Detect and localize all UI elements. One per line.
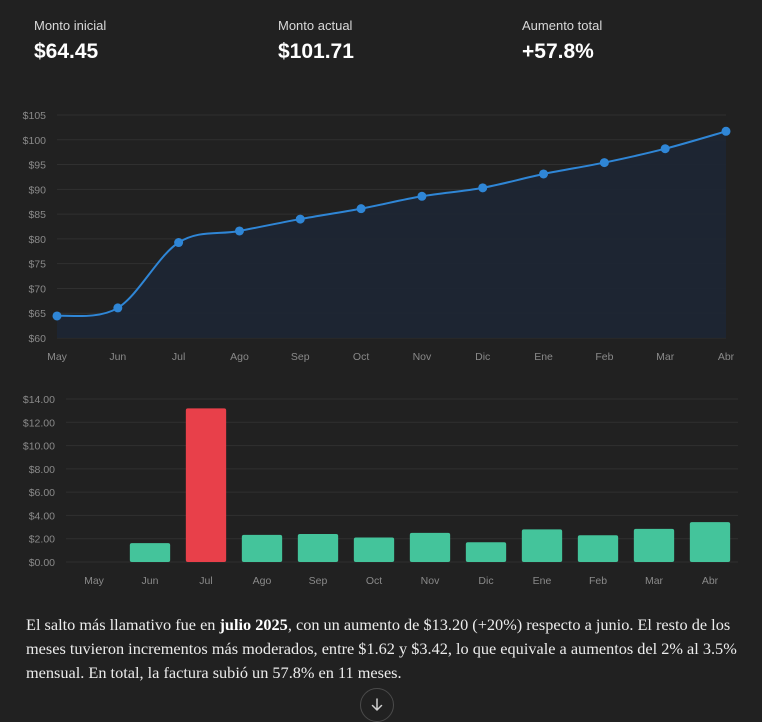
line-point (113, 303, 123, 313)
line-xtick-label: Jul (172, 351, 185, 363)
line-point (599, 158, 609, 168)
bar-ytick-label: $12.00 (23, 417, 55, 429)
line-xtick-label: Mar (656, 351, 675, 363)
line-xtick-label: Nov (413, 351, 432, 363)
line-ytick-label: $100 (23, 135, 47, 147)
bar-chart: $0.00 $2.00 $4.00 $6.00 $8.00 $10.00 $12.00 $14… (23, 394, 738, 587)
line-point (234, 226, 244, 236)
summary-part2: , con un aumento de $13.20 (+20%) respec… (26, 615, 737, 682)
bar-ytick-label: $2.00 (29, 534, 55, 546)
line-xtick-label: Oct (353, 351, 369, 363)
line-xtick-label: Jun (109, 351, 126, 363)
scroll-down-button[interactable] (360, 688, 394, 722)
line-xtick-label: May (47, 351, 68, 363)
stat-increase-value: +57.8% (522, 40, 594, 63)
bar-xtick-label: Ago (253, 575, 272, 587)
line-ytick-label: $90 (28, 184, 46, 196)
bar (409, 532, 451, 562)
line-point (417, 191, 427, 201)
stat-increase: Aumento total +57.8% (522, 18, 602, 64)
line-point (478, 183, 488, 193)
bar-ytick-label: $4.00 (29, 510, 55, 522)
bar (689, 522, 731, 562)
bar-xtick-label: Dic (478, 575, 493, 587)
line-point (52, 311, 62, 321)
summary-part1: El salto más llamativo fue en (26, 615, 220, 634)
bar-xtick-label: Abr (702, 575, 719, 587)
bar (185, 408, 227, 562)
line-point (295, 214, 305, 224)
bar (521, 529, 563, 562)
bar-xtick-label: Mar (645, 575, 664, 587)
bar-ytick-label: $14.00 (23, 394, 55, 406)
line-xtick-label: Ago (230, 351, 249, 363)
line-point (356, 204, 366, 214)
stat-initial-value: $64.45 (34, 40, 99, 63)
line-ytick-label: $65 (28, 308, 46, 320)
bar-xtick-label: Feb (589, 575, 607, 587)
line-ytick-label: $60 (28, 333, 46, 345)
bar (633, 528, 675, 562)
line-xtick-label: Abr (718, 351, 735, 363)
bar-xtick-label: Jun (142, 575, 159, 587)
line-xtick-label: Ene (534, 351, 553, 363)
bar (577, 535, 619, 562)
arrow-down-icon (371, 698, 383, 711)
summary-text: El salto más llamativo fue en julio 2025… (26, 613, 746, 685)
line-ytick-label: $75 (28, 259, 46, 271)
bar-xtick-label: Jul (199, 575, 212, 587)
bar-xtick-label: Sep (309, 575, 328, 587)
bar-ytick-label: $0.00 (29, 557, 55, 569)
line-point (721, 126, 731, 136)
line-area-fill (57, 131, 726, 338)
bar-ytick-label: $6.00 (29, 487, 55, 499)
line-point (174, 238, 184, 248)
line-chart: $60 $65 $70 $75 $80 $85 $90 $95 $100 $105 May Jun Ju… (23, 110, 735, 363)
stat-initial-label: Monto inicial (34, 18, 107, 33)
line-ytick-label: $70 (28, 283, 46, 295)
stats-row: Monto inicial $64.45 Monto actual $101.7… (34, 18, 742, 78)
bar-xtick-label: Ene (533, 575, 552, 587)
bar (297, 534, 339, 562)
bar-xtick-label: May (84, 575, 105, 587)
stat-current-label: Monto actual (278, 18, 353, 33)
line-point (660, 144, 670, 154)
bar-xtick-label: Nov (421, 575, 440, 587)
line-xtick-label: Dic (475, 351, 490, 363)
stat-current-value: $101.71 (278, 40, 354, 63)
line-ytick-label: $80 (28, 234, 46, 246)
line-xtick-label: Sep (291, 351, 310, 363)
stat-increase-label: Aumento total (522, 18, 603, 33)
summary-highlight: julio 2025 (219, 615, 288, 634)
line-point (539, 169, 549, 179)
line-ytick-label: $95 (28, 160, 46, 172)
bar (353, 537, 395, 562)
stat-initial: Monto inicial $64.45 (34, 18, 106, 64)
line-ytick-label: $85 (28, 209, 46, 221)
bar (129, 543, 171, 562)
line-ytick-label: $105 (23, 110, 47, 122)
line-xtick-label: Feb (595, 351, 613, 363)
bar (241, 534, 283, 562)
bar (465, 542, 507, 562)
bar-ytick-label: $10.00 (23, 441, 55, 453)
bar-ytick-label: $8.00 (29, 464, 55, 476)
stat-current: Monto actual $101.71 (278, 18, 354, 64)
bar-xtick-label: Oct (366, 575, 382, 587)
